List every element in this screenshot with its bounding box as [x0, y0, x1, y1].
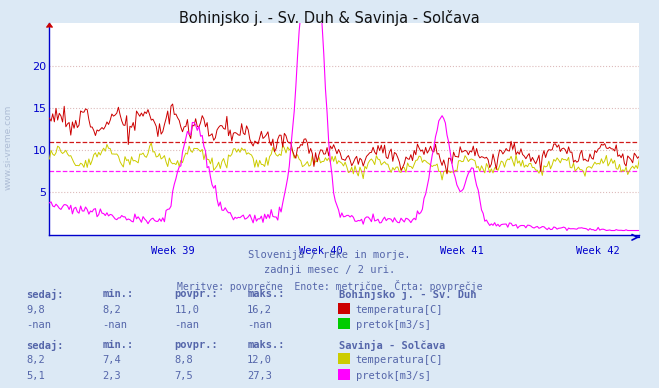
Text: 2,3: 2,3: [102, 371, 121, 381]
Text: -nan: -nan: [26, 320, 51, 330]
Text: Week 39: Week 39: [152, 246, 195, 256]
Text: Week 42: Week 42: [576, 246, 620, 256]
Text: 12,0: 12,0: [247, 355, 272, 365]
Text: -nan: -nan: [175, 320, 200, 330]
Text: povpr.:: povpr.:: [175, 289, 218, 299]
Text: 8,2: 8,2: [26, 355, 45, 365]
Text: maks.:: maks.:: [247, 289, 285, 299]
Text: min.:: min.:: [102, 289, 133, 299]
Text: Bohinjsko j. - Sv. Duh: Bohinjsko j. - Sv. Duh: [339, 289, 477, 300]
Text: 8,2: 8,2: [102, 305, 121, 315]
Text: 16,2: 16,2: [247, 305, 272, 315]
Text: povpr.:: povpr.:: [175, 340, 218, 350]
Text: 9,8: 9,8: [26, 305, 45, 315]
Text: -nan: -nan: [102, 320, 127, 330]
Text: Bohinjsko j. - Sv. Duh & Savinja - Solčava: Bohinjsko j. - Sv. Duh & Savinja - Solča…: [179, 10, 480, 26]
Text: 8,8: 8,8: [175, 355, 193, 365]
Text: 11,0: 11,0: [175, 305, 200, 315]
Text: temperatura[C]: temperatura[C]: [356, 305, 444, 315]
Text: pretok[m3/s]: pretok[m3/s]: [356, 371, 431, 381]
Text: pretok[m3/s]: pretok[m3/s]: [356, 320, 431, 330]
Text: sedaj:: sedaj:: [26, 340, 64, 350]
Text: 7,5: 7,5: [175, 371, 193, 381]
Text: -nan: -nan: [247, 320, 272, 330]
Text: Week 40: Week 40: [299, 246, 343, 256]
Text: 5,1: 5,1: [26, 371, 45, 381]
Text: Slovenija / reke in morje.: Slovenija / reke in morje.: [248, 250, 411, 260]
Text: Savinja - Solčava: Savinja - Solčava: [339, 340, 445, 350]
Text: 27,3: 27,3: [247, 371, 272, 381]
Text: Meritve: povprečne  Enote: metrične  Črta: povprečje: Meritve: povprečne Enote: metrične Črta:…: [177, 280, 482, 292]
Text: Week 41: Week 41: [440, 246, 484, 256]
Text: min.:: min.:: [102, 340, 133, 350]
Text: maks.:: maks.:: [247, 340, 285, 350]
Text: www.si-vreme.com: www.si-vreme.com: [3, 105, 13, 190]
Text: sedaj:: sedaj:: [26, 289, 64, 300]
Text: temperatura[C]: temperatura[C]: [356, 355, 444, 365]
Text: zadnji mesec / 2 uri.: zadnji mesec / 2 uri.: [264, 265, 395, 275]
Text: 7,4: 7,4: [102, 355, 121, 365]
